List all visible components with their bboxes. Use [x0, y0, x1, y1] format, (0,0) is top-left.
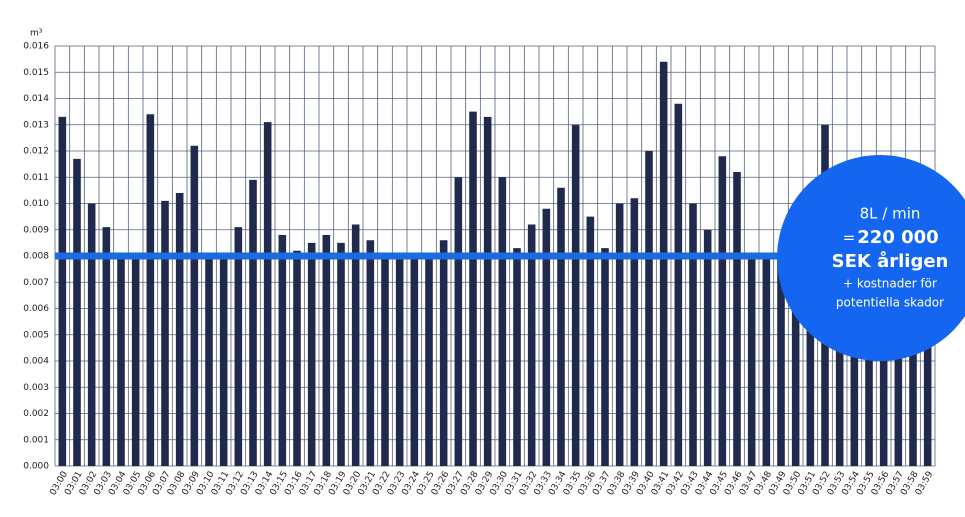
bar	[190, 145, 199, 466]
bar	[439, 240, 448, 466]
bar	[923, 256, 932, 466]
bar	[835, 256, 844, 466]
y-tick-label: 0.004	[23, 357, 49, 367]
unit-label: m³	[30, 29, 43, 39]
bar	[557, 187, 565, 466]
bar	[762, 256, 771, 466]
bar	[278, 235, 287, 466]
callout-text: potentiella skador	[836, 296, 944, 310]
y-tick-label: 0.002	[23, 409, 49, 419]
y-tick-label: 0.001	[23, 435, 49, 445]
bar	[791, 245, 800, 466]
bar	[483, 116, 492, 466]
y-tick-label: 0.015	[23, 68, 49, 78]
bar	[571, 124, 580, 466]
bar	[293, 250, 301, 466]
bar	[219, 256, 228, 466]
bar	[747, 256, 756, 466]
bar	[337, 242, 345, 466]
bar	[865, 256, 873, 466]
bar	[381, 256, 389, 466]
callout-text: =	[843, 229, 856, 247]
bar	[879, 256, 888, 466]
bar	[542, 208, 551, 466]
bar	[513, 248, 521, 466]
bar	[366, 240, 375, 466]
bar	[659, 61, 668, 466]
bar	[131, 256, 140, 466]
bar	[234, 227, 243, 466]
y-tick-label: 0.005	[23, 330, 49, 340]
bar	[146, 114, 155, 466]
bar	[733, 172, 741, 466]
bar	[894, 256, 903, 466]
bar	[351, 224, 360, 466]
y-tick-label: 0.003	[23, 383, 49, 393]
y-tick-label: 0.008	[23, 252, 49, 262]
bar	[102, 227, 111, 466]
y-tick-label: 0.009	[23, 225, 49, 235]
callout-text: 8L / min	[860, 205, 921, 223]
bar	[322, 235, 331, 466]
bar	[674, 103, 683, 466]
bar	[469, 111, 477, 466]
bar	[249, 179, 257, 466]
bar	[425, 256, 433, 466]
callout-circle	[777, 155, 965, 361]
callout-text: SEK årligen	[832, 250, 949, 272]
bar	[527, 224, 536, 466]
bar	[586, 216, 595, 466]
bar	[703, 229, 712, 466]
bar	[175, 193, 184, 466]
y-tick-label: 0.012	[23, 147, 49, 157]
bar	[850, 256, 859, 466]
bar	[498, 177, 507, 466]
bar	[689, 203, 697, 466]
bar	[645, 151, 653, 466]
bar	[615, 203, 624, 466]
bar	[395, 256, 404, 466]
y-tick-label: 0.010	[23, 199, 49, 209]
bar	[410, 256, 419, 466]
callout-text: + kostnader för	[843, 277, 937, 291]
y-tick-label: 0.013	[23, 120, 49, 130]
y-tick-label: 0.016	[23, 42, 49, 52]
bar	[777, 256, 785, 466]
bar	[58, 116, 67, 466]
y-tick-label: 0.014	[23, 94, 49, 104]
bar	[87, 203, 96, 466]
bar	[307, 242, 316, 466]
bar	[161, 200, 169, 466]
bar	[117, 256, 125, 466]
bar	[718, 156, 727, 466]
bar	[73, 158, 81, 466]
callout-text: 220 000	[857, 227, 938, 248]
bar	[205, 256, 213, 466]
bar	[601, 248, 609, 466]
y-tick-label: 0.011	[23, 173, 49, 183]
y-tick-label: 0.006	[23, 304, 49, 314]
y-tick-label: 0.007	[23, 278, 49, 288]
y-tick-label: 0.000	[23, 462, 49, 472]
bar	[454, 177, 463, 466]
bar	[909, 256, 917, 466]
bar	[263, 122, 272, 466]
bar	[630, 198, 639, 466]
